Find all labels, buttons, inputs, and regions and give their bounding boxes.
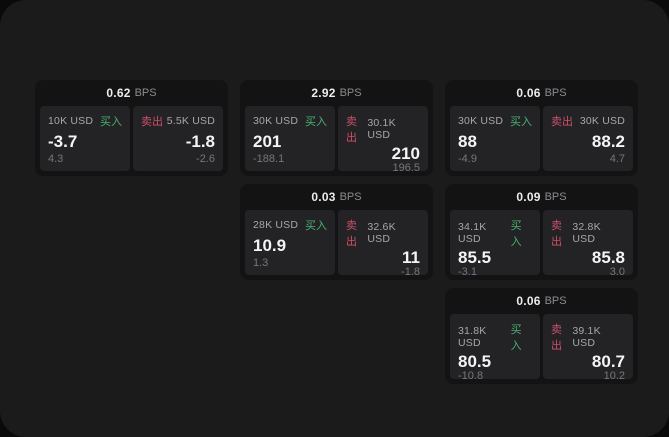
bps-header: 0.06 BPS	[445, 80, 638, 106]
bps-header: 0.03 BPS	[240, 184, 433, 210]
quote-card: 0.62 BPS 10K USD 买入 -3.7 4.3 卖出 5.5K USD…	[35, 80, 228, 176]
buy-amount: 34.1K USD	[458, 221, 487, 245]
sell-panel[interactable]: 卖出 39.1K USD 80.7 10.2	[543, 314, 633, 382]
sell-delta: -1.8	[401, 266, 420, 278]
bps-header: 0.62 BPS	[35, 80, 228, 106]
bps-value: 0.06	[516, 294, 541, 308]
sell-panel[interactable]: 卖出 32.8K USD 85.8 3.0	[543, 210, 633, 278]
sell-amount: 32.8K USD	[572, 221, 601, 245]
sell-value: 11	[402, 248, 420, 267]
buy-panel[interactable]: 30K USD 买入 88 -4.9	[450, 106, 540, 171]
quote-card: 0.06 BPS 30K USD 买入 88 -4.9 卖出 30K USD 8…	[445, 80, 638, 176]
buy-label: 买入	[100, 116, 122, 128]
sell-delta: 4.7	[609, 153, 625, 165]
sell-label: 卖出	[346, 220, 357, 248]
quote-card: 0.06 BPS 31.8K USD 买入 80.5 -10.8 卖出 39.1…	[445, 288, 638, 384]
bps-unit-label: BPS	[544, 191, 567, 203]
sell-panel[interactable]: 卖出 32.6K USD 11 -1.8	[338, 210, 428, 278]
sell-value: -1.8	[185, 131, 215, 151]
bps-header: 0.09 BPS	[445, 184, 638, 210]
buy-label: 买入	[305, 116, 327, 128]
buy-label: 买入	[510, 220, 522, 248]
quote-card: 0.09 BPS 34.1K USD 买入 85.5 -3.1 卖出 32.8K…	[445, 184, 638, 280]
bps-unit-label: BPS	[544, 295, 567, 307]
sell-label: 卖出	[551, 116, 573, 128]
sell-delta: -2.6	[196, 153, 215, 165]
buy-panel[interactable]: 10K USD 买入 -3.7 4.3	[40, 106, 130, 171]
buy-panel[interactable]: 34.1K USD 买入 85.5 -3.1	[450, 210, 540, 278]
sell-value: 85.8	[591, 248, 625, 267]
sell-amount: 30K USD	[579, 115, 625, 127]
sell-delta: 3.0	[609, 266, 625, 278]
buy-delta: 1.3	[253, 257, 269, 269]
buy-delta: -10.8	[458, 370, 484, 382]
sell-panel[interactable]: 卖出 30K USD 88.2 4.7	[543, 106, 633, 171]
buy-amount: 30K USD	[253, 115, 299, 127]
buy-label: 买入	[510, 116, 532, 128]
sell-panel[interactable]: 卖出 5.5K USD -1.8 -2.6	[133, 106, 223, 171]
sell-value: 88.2	[591, 131, 625, 151]
sell-amount: 39.1K USD	[572, 325, 601, 349]
quote-card: 2.92 BPS 30K USD 买入 201 -188.1 卖出 30.1K …	[240, 80, 433, 176]
sell-delta: 196.5	[392, 162, 420, 174]
bps-header: 0.06 BPS	[445, 288, 638, 314]
bps-value: 0.03	[311, 190, 336, 204]
bps-header: 2.92 BPS	[240, 80, 433, 106]
buy-panel[interactable]: 30K USD 买入 201 -188.1	[245, 106, 335, 171]
bps-value: 2.92	[311, 86, 336, 100]
buy-delta: -3.1	[458, 266, 477, 278]
buy-value: 85.5	[458, 248, 492, 267]
sell-label: 卖出	[346, 116, 357, 144]
sell-value: 80.7	[591, 352, 625, 371]
buy-label: 买入	[305, 220, 327, 232]
bps-value: 0.06	[516, 86, 541, 100]
sell-delta: 10.2	[603, 370, 625, 382]
sell-label: 卖出	[551, 324, 562, 352]
bps-value: 0.09	[516, 190, 541, 204]
sell-amount: 30.1K USD	[367, 117, 396, 141]
buy-amount: 28K USD	[253, 219, 299, 231]
buy-value: -3.7	[48, 131, 78, 151]
sell-value: 210	[391, 144, 420, 163]
buy-delta: 4.3	[48, 153, 64, 165]
buy-panel[interactable]: 31.8K USD 买入 80.5 -10.8	[450, 314, 540, 382]
buy-label: 买入	[510, 324, 522, 352]
bps-unit-label: BPS	[544, 87, 567, 99]
sell-label: 卖出	[141, 116, 163, 128]
buy-panel[interactable]: 28K USD 买入 10.9 1.3	[245, 210, 335, 275]
buy-amount: 30K USD	[458, 115, 504, 127]
sell-panel[interactable]: 卖出 30.1K USD 210 196.5	[338, 106, 428, 174]
bps-unit-label: BPS	[339, 191, 362, 203]
bps-unit-label: BPS	[339, 87, 362, 99]
quote-card: 0.03 BPS 28K USD 买入 10.9 1.3 卖出 32.6K US…	[240, 184, 433, 280]
buy-value: 88	[458, 131, 477, 151]
sell-amount: 5.5K USD	[166, 115, 215, 127]
buy-value: 10.9	[253, 235, 287, 255]
sell-label: 卖出	[551, 220, 562, 248]
buy-amount: 10K USD	[48, 115, 94, 127]
buy-value: 80.5	[458, 352, 492, 371]
buy-delta: -4.9	[458, 153, 477, 165]
buy-amount: 31.8K USD	[458, 325, 487, 349]
buy-value: 201	[253, 131, 282, 151]
bps-value: 0.62	[106, 86, 131, 100]
bps-unit-label: BPS	[134, 87, 157, 99]
sell-amount: 32.6K USD	[367, 221, 396, 245]
buy-delta: -188.1	[253, 153, 285, 165]
